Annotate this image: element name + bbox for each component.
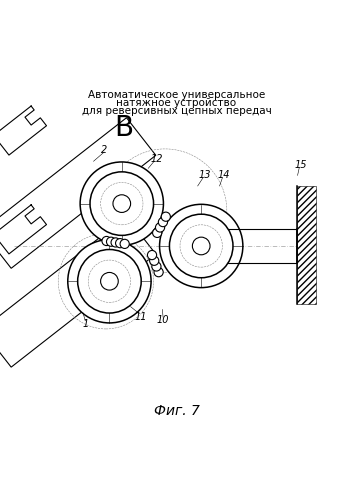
Circle shape bbox=[101, 183, 143, 225]
Circle shape bbox=[111, 238, 120, 247]
Circle shape bbox=[152, 229, 162, 238]
Circle shape bbox=[113, 195, 131, 213]
Circle shape bbox=[115, 239, 125, 248]
Text: 15: 15 bbox=[295, 160, 307, 170]
Text: 10: 10 bbox=[157, 315, 169, 325]
Circle shape bbox=[80, 162, 163, 246]
Text: 12: 12 bbox=[151, 154, 163, 164]
Circle shape bbox=[107, 237, 116, 247]
Circle shape bbox=[158, 218, 168, 227]
Circle shape bbox=[68, 240, 151, 323]
Text: 2: 2 bbox=[101, 145, 107, 155]
Circle shape bbox=[90, 172, 154, 236]
Polygon shape bbox=[297, 186, 316, 304]
Circle shape bbox=[150, 256, 159, 265]
Circle shape bbox=[169, 214, 233, 278]
Circle shape bbox=[160, 204, 243, 287]
Text: Автоматическое универсальное: Автоматическое универсальное bbox=[88, 90, 265, 100]
Circle shape bbox=[161, 212, 170, 221]
Circle shape bbox=[78, 250, 141, 313]
Text: 1: 1 bbox=[82, 319, 89, 329]
Text: 13: 13 bbox=[198, 170, 211, 180]
Polygon shape bbox=[0, 217, 156, 367]
Text: для реверсивных цепных передач: для реверсивных цепных передач bbox=[82, 106, 271, 116]
Circle shape bbox=[152, 262, 161, 271]
Text: Фиг. 7: Фиг. 7 bbox=[154, 404, 199, 418]
Text: 14: 14 bbox=[218, 170, 231, 180]
Circle shape bbox=[88, 260, 131, 302]
Text: натяжное устройство: натяжное устройство bbox=[116, 98, 237, 108]
Circle shape bbox=[120, 240, 129, 249]
Circle shape bbox=[192, 237, 210, 255]
Text: 11: 11 bbox=[135, 311, 148, 321]
Circle shape bbox=[180, 225, 222, 267]
Circle shape bbox=[148, 250, 157, 259]
Polygon shape bbox=[0, 118, 156, 268]
Circle shape bbox=[102, 237, 111, 246]
Text: В: В bbox=[114, 114, 133, 142]
Circle shape bbox=[155, 223, 164, 232]
Circle shape bbox=[154, 267, 163, 277]
Circle shape bbox=[101, 272, 118, 290]
